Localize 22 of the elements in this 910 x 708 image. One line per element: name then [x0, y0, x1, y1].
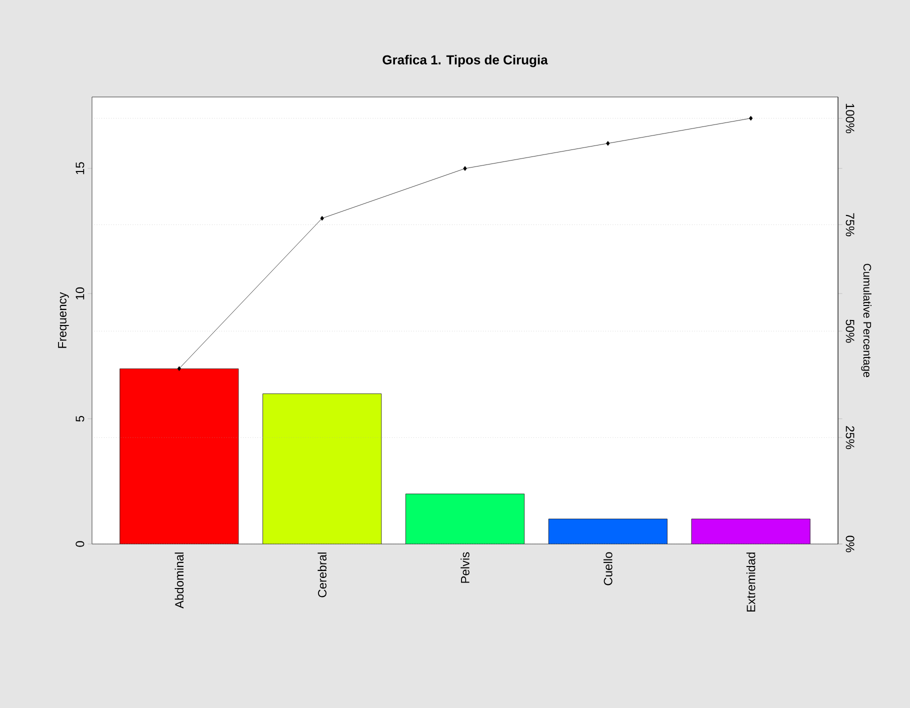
- point: [463, 166, 467, 171]
- y2-tick-label: 0%: [846, 536, 854, 552]
- x-tick-label: Cerebral: [318, 552, 326, 598]
- point: [320, 216, 324, 221]
- point: [748, 116, 753, 121]
- point: [606, 140, 610, 146]
- y-tick-label: 0: [76, 541, 84, 547]
- point: [177, 366, 182, 371]
- x-tick-label: Pelvis: [460, 552, 470, 583]
- y-tick-label: 15: [76, 162, 84, 174]
- x-tick-label: Cuello: [604, 552, 612, 586]
- y2-tick-label: 100%: [846, 104, 854, 134]
- y2-tick-label: 75%: [846, 213, 854, 236]
- x-tick-label: Extremidad: [746, 552, 756, 612]
- y2-axis-title: Cumulative Percentage: [861, 264, 872, 378]
- chart-title: Grafica 1. Tipos de Cirugia: [382, 54, 548, 68]
- y-tick-label: 5: [76, 416, 84, 422]
- y2-tick-label: 50%: [846, 320, 854, 343]
- y2-tick-label: 25%: [846, 426, 854, 450]
- y-axis-title: Frequency: [58, 292, 69, 348]
- x-tick-label: Abdominal: [174, 552, 184, 608]
- y-tick-label: 10: [76, 287, 84, 300]
